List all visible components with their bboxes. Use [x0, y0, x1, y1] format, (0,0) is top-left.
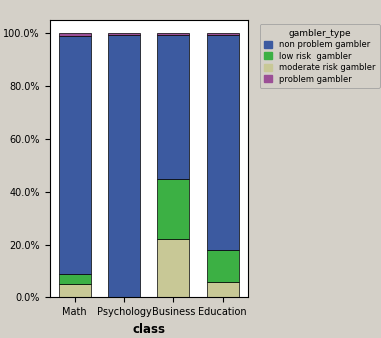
Bar: [207, 35, 239, 250]
Bar: [157, 35, 189, 179]
Bar: [207, 282, 239, 297]
Bar: [59, 284, 91, 297]
Legend: non problem gambler, low risk  gambler, moderate risk gambler, problem gambler: non problem gambler, low risk gambler, m…: [260, 24, 379, 88]
Bar: [157, 239, 189, 297]
Bar: [157, 33, 189, 35]
Bar: [59, 36, 91, 274]
Bar: [59, 33, 91, 36]
Bar: [108, 35, 140, 297]
Bar: [207, 33, 239, 35]
X-axis label: class: class: [132, 323, 165, 336]
Bar: [157, 179, 189, 239]
Bar: [207, 250, 239, 282]
Bar: [108, 33, 140, 35]
Bar: [59, 274, 91, 284]
